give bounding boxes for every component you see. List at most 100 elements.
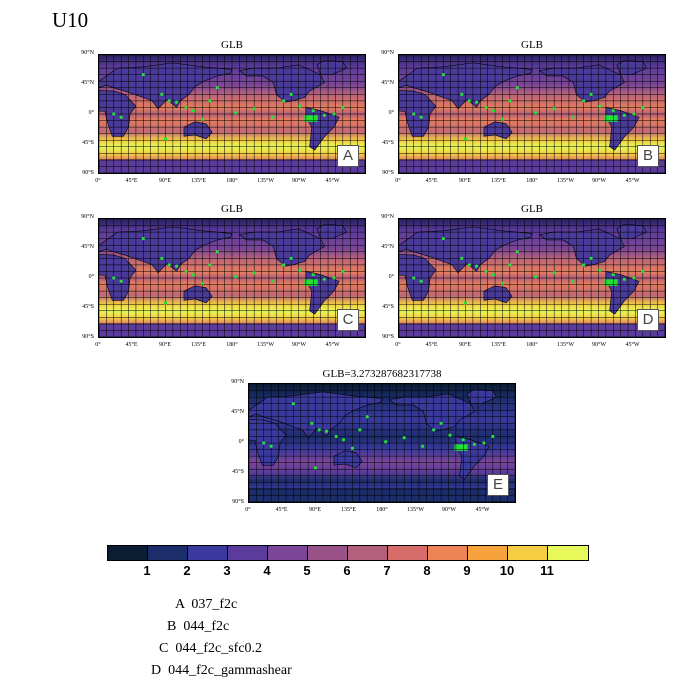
y-tick-label: 45°N: [81, 244, 94, 250]
observation-marker: [611, 273, 615, 277]
observation-marker: [119, 279, 123, 283]
legend-entry: A 037_f2c: [175, 597, 237, 613]
observation-marker: [484, 269, 488, 274]
observation-marker: [332, 112, 336, 116]
x-tick-label: 45°E: [125, 178, 138, 184]
observation-marker: [322, 277, 326, 281]
x-tick-label: 135°E: [490, 342, 507, 348]
x-tick-label: 90°W: [591, 178, 607, 184]
observation-marker: [448, 433, 452, 437]
observation-marker: [215, 250, 219, 254]
observation-marker: [334, 434, 338, 439]
observation-marker: [112, 276, 116, 280]
landmass: [483, 121, 513, 140]
observation-marker: [472, 442, 476, 446]
observation-marker: [641, 105, 645, 110]
observation-marker: [252, 271, 256, 275]
observation-marker: [419, 115, 423, 119]
map-panel-e: GLB=3.273287682317738 E 90°N 45°N 0° 45°S 90°S…: [231, 368, 516, 531]
legend-letter: D: [151, 663, 162, 678]
x-tick-label: 180°: [226, 342, 238, 348]
colorbar-swatch: [308, 546, 348, 560]
colorbar-label: 1: [143, 563, 151, 578]
colorbar-swatch: [348, 546, 388, 560]
observation-marker: [324, 429, 329, 433]
observation-marker: [491, 109, 496, 113]
legend-entry: B 044_f2c: [167, 619, 229, 635]
observation-marker: [508, 99, 512, 103]
y-tick-label: 45°S: [82, 140, 94, 146]
observation-marker: [467, 263, 471, 267]
colorbar-swatch: [548, 546, 588, 560]
x-tick-label: 0°: [95, 342, 101, 348]
map-plot: A: [98, 54, 366, 174]
y-tick-label: 90°N: [381, 214, 394, 220]
observation-marker: [112, 112, 116, 116]
colorbar-swatch: [428, 546, 468, 560]
observation-marker: [460, 92, 464, 96]
panel-title: GLB: [221, 203, 243, 215]
legend-text: 044_f2c_gammashear: [168, 663, 292, 678]
observation-marker: [191, 273, 196, 277]
observation-marker: [298, 268, 302, 272]
observation-marker: [582, 99, 586, 103]
map-svg: [99, 219, 365, 337]
x-tick-label: 0°: [245, 507, 251, 513]
observation-marker: [632, 112, 636, 116]
colorbar-label: 2: [183, 563, 191, 578]
observation-marker: [441, 237, 445, 241]
colorbar-swatch: [228, 546, 268, 560]
x-tick-label: 135°W: [556, 342, 575, 348]
map-svg: [249, 384, 515, 502]
panel-letter: A: [337, 145, 359, 167]
observation-marker: [491, 434, 495, 439]
observation-marker: [174, 100, 179, 104]
legend-entry: D 044_f2c_gammashear: [151, 663, 292, 679]
y-tick-label: 45°S: [232, 469, 244, 475]
x-tick-label: 135°W: [256, 342, 275, 348]
observation-marker: [441, 73, 445, 77]
obs-block: [304, 115, 318, 122]
y-tick-label: 45°S: [382, 304, 394, 310]
observation-marker: [534, 275, 538, 279]
observation-marker: [421, 444, 425, 448]
x-tick-label: 0°: [395, 342, 401, 348]
observation-marker: [463, 137, 468, 141]
observation-marker: [119, 115, 123, 119]
observation-marker: [208, 263, 212, 267]
observation-marker: [384, 440, 388, 444]
y-tick-label: 45°N: [381, 80, 394, 86]
map-plot: D: [398, 218, 666, 338]
colorbar-swatch: [148, 546, 188, 560]
landmass: [483, 285, 513, 304]
observation-marker: [234, 275, 238, 279]
observation-marker: [460, 256, 464, 260]
colorbar-swatch: [508, 546, 548, 560]
panel-title: GLB: [221, 39, 243, 51]
y-tick-label: 90°S: [382, 170, 394, 176]
landmass: [333, 450, 363, 469]
colorbar-label: 11: [540, 563, 554, 578]
x-tick-label: 45°W: [325, 342, 340, 348]
observation-marker: [402, 436, 406, 440]
colorbar-label: 3: [223, 563, 231, 578]
colorbar-swatch: [268, 546, 308, 560]
observation-marker: [419, 279, 423, 283]
x-tick-label: 90°W: [291, 178, 307, 184]
observation-marker: [163, 137, 168, 141]
observation-marker: [467, 99, 471, 103]
colorbar-swatch: [468, 546, 508, 560]
obs-block: [604, 115, 618, 122]
observation-marker: [589, 92, 593, 96]
map-plot: E: [248, 383, 516, 503]
legend-letter: B: [167, 619, 177, 634]
observation-marker: [208, 99, 212, 103]
landmass: [183, 285, 213, 304]
observation-marker: [534, 111, 538, 115]
x-tick-label: 180°: [526, 342, 538, 348]
observation-marker: [298, 104, 302, 108]
observation-marker: [310, 421, 314, 425]
observation-marker: [282, 263, 286, 267]
colorbar: [107, 545, 589, 561]
y-tick-label: 45°S: [382, 140, 394, 146]
